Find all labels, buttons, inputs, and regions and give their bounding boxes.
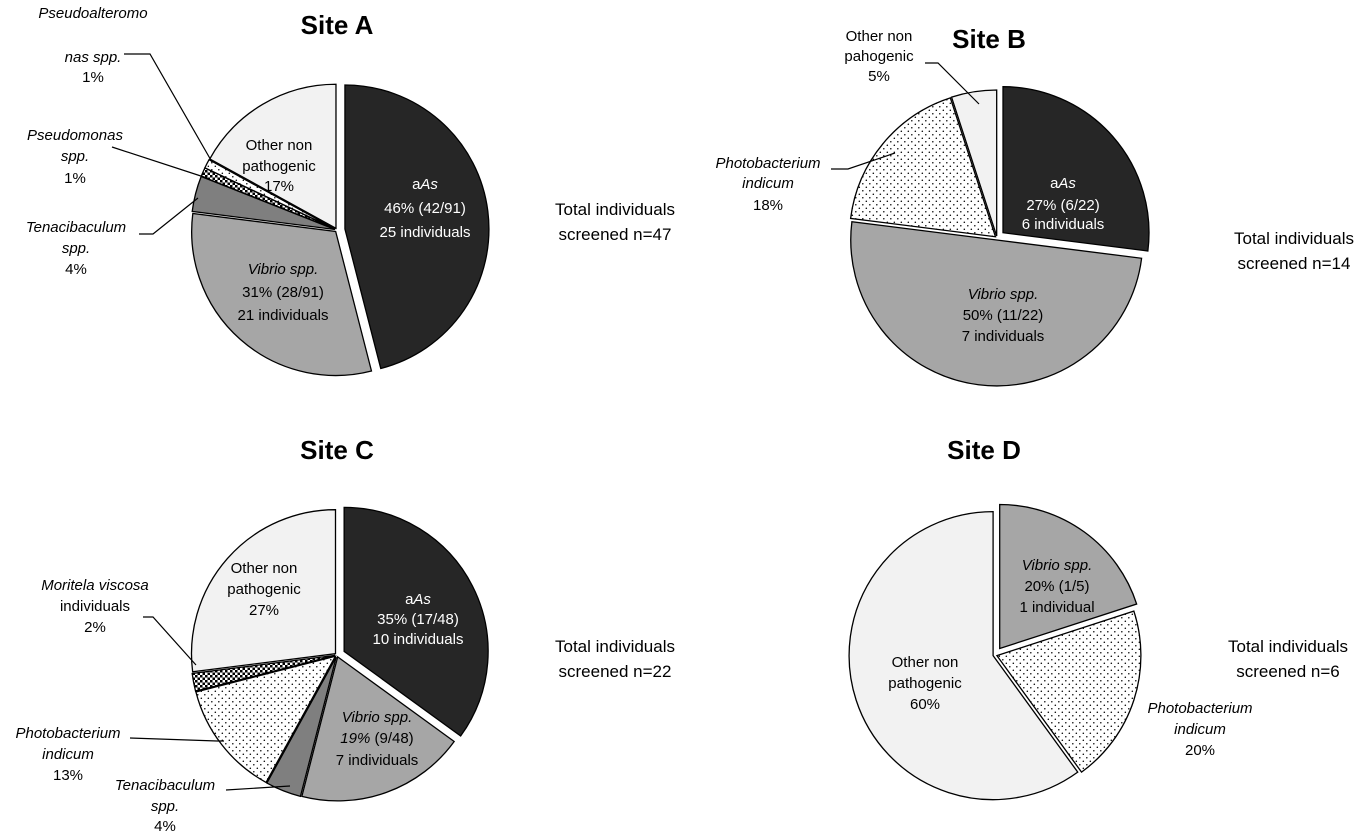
site-a-chart: Site A aAs 46% (42/91) 25 individuals Vibr… — [26, 5, 675, 377]
leader-line — [831, 152, 896, 170]
pie-slice-aas — [343, 506, 489, 737]
slice-label-pseudoalteromonas: Pseudoalteromo nas spp. 1% — [38, 5, 147, 86]
slice-label-photobacterium: Photobacterium indicum 20% — [1147, 700, 1252, 759]
leader-line — [143, 616, 197, 666]
pie-slice-other-non-pahogenic — [950, 89, 998, 237]
slice-label-vibrio: Vibrio spp. 50% (11/22) 7 individuals — [962, 286, 1045, 345]
slice-label-aas: aAs 35% (17/48) 10 individuals — [373, 591, 464, 648]
slice-label-moritela: Moritela viscosa individuals 2% — [41, 577, 149, 636]
slice-label-pseudomonas: Pseudomonas spp. 1% — [27, 127, 123, 187]
slice-label-tenacibaculum: Tenacibaculum spp. 4% — [115, 777, 215, 835]
site-b-chart: Site B aAs 27% (6/22) 6 individuals Vibrio… — [715, 24, 1354, 387]
chart-title: Site B — [952, 24, 1026, 54]
pie-slice-pseudoalteromonas-spp — [204, 158, 336, 230]
slice-label-other: Other non pahogenic 5% — [844, 28, 914, 85]
total-screened-label: Total individuals screened n=14 — [1234, 229, 1354, 273]
slice-label-photobacterium: Photobacterium indicum 13% — [15, 725, 120, 784]
slice-label-other: Other non pathogenic 17% — [242, 137, 316, 195]
slice-label-tenacibaculum: Tenacibaculum spp. 4% — [26, 219, 126, 278]
leader-line — [925, 62, 980, 105]
site-d-slices — [848, 503, 1142, 801]
slice-label-vibrio: Vibrio spp. 19% (9/48) 7 individuals — [336, 709, 419, 769]
pie-slice-vibrio-spp — [850, 220, 1143, 387]
pie-slice-vibrio-spp — [191, 212, 373, 377]
site-c-slices — [190, 506, 489, 802]
leader-line — [225, 785, 291, 791]
pie-slice-other-non-pathogenic — [848, 510, 1079, 801]
slice-label-other: Other non pathogenic 27% — [227, 560, 301, 619]
slice-label-aas: aAs 27% (6/22) 6 individuals — [1022, 175, 1105, 233]
slice-label-vibrio: Vibrio spp. 31% (28/91) 21 individuals — [238, 261, 329, 324]
total-screened-label: Total individuals screened n=47 — [555, 200, 675, 244]
total-screened-label: Total individuals screened n=22 — [555, 637, 675, 681]
leader-line — [124, 53, 213, 163]
site-b-slices — [849, 86, 1150, 387]
slice-label-photobacterium: Photobacterium indicum 18% — [715, 155, 820, 214]
pie-slice-other-non-pathogenic — [208, 83, 337, 230]
site-a-slices — [191, 83, 490, 377]
slice-label-vibrio: Vibrio spp. 20% (1/5) 1 individual — [1019, 557, 1094, 616]
pie-slice-aas — [344, 84, 490, 370]
leader-line — [129, 737, 224, 742]
chart-title: Site A — [301, 10, 374, 40]
pie-slice-photobacterium-indicum — [195, 655, 337, 784]
pie-slice-other-non-pathogenic — [190, 509, 337, 673]
site-c-chart: Site C aAs 35% (17/48) 10 individuals Vibr… — [15, 435, 675, 835]
leader-line — [139, 197, 199, 235]
slice-label-aas: aAs 46% (42/91) 25 individuals — [380, 176, 471, 241]
pie-slice-tenacibaculum-spp — [266, 656, 337, 798]
site-d-chart: Site D Vibrio spp. 20% (1/5) 1 individual … — [848, 435, 1348, 801]
chart-title: Site D — [947, 435, 1021, 465]
pie-slice-moritela-viscosa-individuals — [191, 654, 336, 692]
leader-line — [111, 146, 208, 179]
pie-slice-photobacterium-indicum — [849, 97, 997, 238]
total-screened-label: Total individuals screened n=6 — [1228, 637, 1348, 681]
pie-slice-aas — [1002, 86, 1150, 252]
pie-slice-photobacterium-indicum — [995, 610, 1142, 774]
pie-slice-vibrio-spp — [301, 655, 456, 802]
pie-slice-vibrio-spp — [999, 503, 1138, 650]
slice-label-other: Other non pathogenic 60% — [888, 654, 962, 713]
chart-title: Site C — [300, 435, 374, 465]
